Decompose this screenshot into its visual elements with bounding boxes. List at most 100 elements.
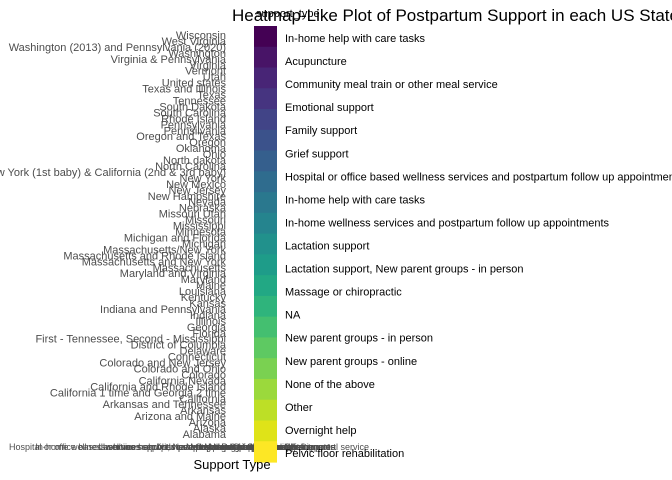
y-tick-label: Minnesota (175, 227, 227, 239)
y-tick-label: United states (162, 78, 227, 90)
y-tick-label: Oklahoma (176, 143, 227, 155)
legend-color-key (254, 212, 277, 235)
legend-label: Pelvic floor rehabilitation (285, 448, 404, 460)
y-tick-label: Delaware (180, 346, 226, 358)
x-tick-label: Community meal train or other meal servi… (195, 442, 369, 452)
y-tick-label: Michigan (182, 238, 226, 250)
y-tick-label: Utah (203, 72, 226, 84)
x-tick-label: Lactation support (199, 442, 269, 452)
y-tick-label: Mississippi (173, 221, 226, 233)
y-tick-label: New Mexico (166, 179, 226, 191)
y-tick-label: Washington (2013) and Pennsylvania (2020… (9, 42, 226, 54)
legend-label: Hospital or office based wellness servic… (285, 171, 672, 183)
legend-label: Massage or chiropractic (285, 287, 402, 299)
y-tick-label: Kansas (189, 298, 226, 310)
legend-color-key (254, 378, 277, 401)
legend-color-key (254, 150, 277, 172)
y-tick-label: Texas (197, 90, 226, 102)
y-tick-label: Colorado and Ohio (134, 364, 226, 376)
y-tick-label: Pennsylvania (161, 119, 227, 131)
legend-color-key (254, 67, 277, 89)
x-tick-label: Family support (270, 442, 330, 452)
y-tick-label: Vermont (185, 66, 226, 78)
chart-title: Heatmap-Like Plot of Postpartum Support … (232, 6, 672, 25)
legend-label: In-home wellness services and postpartum… (285, 217, 610, 229)
y-tick-label: First - Tennessee, Second - Mississippi (35, 334, 226, 346)
y-tick-label: West Virginia (162, 36, 227, 48)
legend-label: Grief support (285, 148, 349, 160)
x-tick-label: Lactation support, New parent groups - i… (98, 442, 293, 452)
x-tick-label: None of the above (213, 442, 287, 452)
y-tick-label: Kentucky (181, 292, 227, 304)
legend-label: New parent groups - online (285, 356, 417, 368)
legend-label: In-home help with care tasks (285, 194, 426, 206)
y-tick-label: Arizona and Maine (134, 411, 226, 423)
y-tick-label: New York (180, 173, 227, 185)
x-tick-label: In-home help with care tasks (103, 442, 218, 452)
y-tick-label: Indiana (190, 310, 227, 322)
y-tick-label: Wisconsin (176, 30, 226, 42)
y-tick-label: Washington (168, 48, 226, 60)
legend: In-home help with care tasks Acupuncture C… (254, 26, 672, 463)
legend-color-key (254, 358, 277, 380)
y-tick-label: Massachusetts and Rhode Island (63, 250, 226, 262)
x-tick-label: New parent groups - in person (157, 442, 278, 452)
y-tick-label: Colorado and New Jersey (99, 358, 226, 370)
y-tick-label: Missouri (185, 215, 226, 227)
y-tick-label: District of Columbia (131, 340, 227, 352)
legend-color-key (254, 441, 277, 463)
legend-color-key (254, 46, 277, 69)
legend-color-key (254, 337, 277, 359)
y-tick-label: Connecticut (168, 352, 226, 364)
y-tick-label: North dakota (163, 155, 227, 167)
y-tick-label: Ohio (203, 149, 226, 161)
legend-label: In-home help with care tasks (285, 33, 426, 45)
legend-color-key (254, 295, 277, 318)
y-tick-label: California (180, 393, 227, 405)
legend-color-key (254, 192, 277, 214)
x-tick-label: Grief support (284, 442, 337, 452)
legend-label: Acupuncture (285, 56, 347, 68)
x-tick-label: In-home wellness services and postpartum… (35, 442, 301, 452)
legend-label: Lactation support, New parent groups - i… (285, 264, 523, 276)
legend-color-key (254, 88, 277, 110)
y-tick-label: South Dakota (159, 102, 227, 114)
y-tick-label: Maryland (181, 274, 226, 286)
y-tick-label: Arkansas (180, 405, 226, 417)
y-tick-label: Oregon (189, 137, 226, 149)
x-axis-title: Support Type (193, 457, 270, 472)
legend-color-key (254, 275, 277, 297)
y-tick-label: Missouri Utah (159, 209, 226, 221)
y-tick-label: Nevada (188, 197, 227, 209)
x-tick-label: Massage or chiropractic (204, 442, 300, 452)
y-tick-label: Michigan and Florida (124, 233, 227, 245)
y-tick-label: Rhode Island (161, 113, 226, 125)
y-tick-label: Arizona (189, 417, 227, 429)
legend-color-key (254, 26, 277, 48)
y-tick-label: Georgia (187, 322, 227, 334)
y-tick-label: New York (1st baby) & California (2nd & … (0, 167, 226, 179)
y-tick-label: Indiana and Pennsylvania (100, 304, 227, 316)
legend-label: None of the above (285, 379, 375, 391)
legend-color-key (254, 171, 277, 193)
y-tick-label: Virginia (190, 60, 227, 72)
y-tick-label: Florida (192, 328, 227, 340)
legend-label: Other (285, 402, 313, 414)
x-tick-label: NA (230, 442, 243, 452)
y-tick-label: California Nevada (139, 375, 227, 387)
y-tick-label: Arkansas and Tennessee (103, 399, 226, 411)
y-tick-label: Pennsilvania (164, 125, 227, 137)
x-tick-label: Acupuncture (253, 442, 304, 452)
legend-color-key (254, 399, 277, 422)
y-tick-label: Massachusetts/New York (103, 244, 226, 256)
legend-title: support_type (256, 8, 320, 20)
y-tick-label: Illinois (195, 316, 226, 328)
y-tick-label: Alabama (183, 429, 227, 441)
legend-color-key (254, 420, 277, 442)
x-tick-label: Hospital or office based wellness servic… (9, 442, 336, 452)
y-tick-label: Massachusetts (153, 262, 227, 274)
y-tick-label: Alaska (193, 423, 227, 435)
y-tick-label: Colorado (181, 369, 226, 381)
